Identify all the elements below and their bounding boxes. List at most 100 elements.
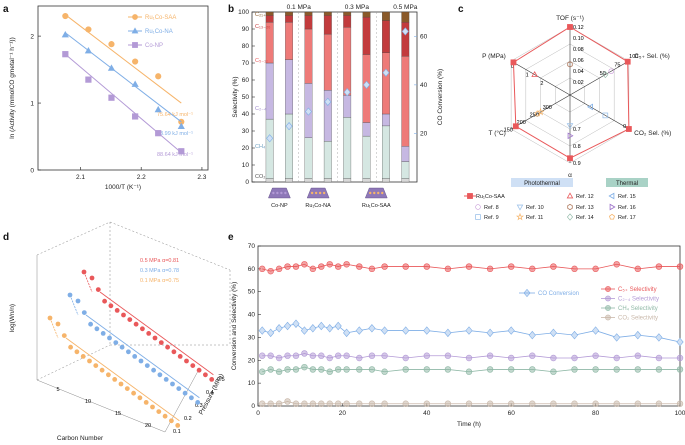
- asf-point: [137, 395, 143, 401]
- catalyst-atom: [272, 191, 275, 195]
- radar-axis-label: CO₂ Sel. (%): [634, 130, 671, 137]
- series-point: [318, 263, 325, 270]
- y-tick-label: 10: [242, 162, 250, 169]
- y-tick-label: 40: [248, 312, 256, 319]
- catalyst-atom: [322, 191, 326, 195]
- series-point: [402, 354, 409, 362]
- series-point: [292, 319, 300, 328]
- series-point: [284, 366, 291, 373]
- series-line: [262, 263, 680, 272]
- series-point: [508, 400, 515, 407]
- stacked-bar-segment: [304, 178, 313, 183]
- radar-axis: [510, 60, 571, 96]
- radar-tick-label: 250: [530, 112, 539, 118]
- series-point: [318, 352, 325, 359]
- legend-marker: [608, 192, 615, 200]
- radar-axis-label: T (°C): [489, 129, 506, 137]
- series-point: [550, 400, 557, 407]
- data-point: [178, 148, 185, 155]
- series-point: [655, 366, 663, 373]
- z-tick-label: 0.3: [195, 403, 203, 409]
- legend-label: Co-NP: [145, 43, 163, 49]
- radar-point: [567, 132, 574, 140]
- stacked-bar-segment: [343, 95, 352, 118]
- legend-label: Ref. 13: [576, 205, 594, 211]
- radar-tick-label: 0.12: [573, 25, 584, 31]
- series-point: [676, 366, 684, 373]
- series-point: [334, 352, 342, 359]
- box-edge: [36, 344, 111, 381]
- series-point: [634, 330, 642, 340]
- series-point: [326, 261, 333, 268]
- asf-point: [114, 308, 120, 313]
- panel-label-c: c: [458, 4, 464, 15]
- bracket-label: 0.1 MPa: [287, 4, 312, 11]
- radar-tick-label: 2: [540, 81, 543, 87]
- stacked-bar-segment: [323, 11, 332, 16]
- series-point: [486, 352, 494, 359]
- series-line: [262, 323, 681, 343]
- asf-point: [88, 321, 93, 327]
- series-point: [368, 352, 376, 359]
- panel-c-radar: TOF (s⁻¹) C₅₊ Sel. (%) CO₂ Sel. (%) α T (°C)…: [464, 15, 671, 221]
- legend-marker: [566, 213, 574, 221]
- asf-point: [150, 404, 155, 410]
- radar-point: [567, 61, 573, 68]
- y-tick-label: 40: [242, 111, 250, 118]
- legend-marker: [131, 27, 139, 34]
- y-tick-label: 30: [248, 334, 256, 341]
- stacked-bar-segment: [323, 178, 332, 183]
- y-tick-label: 2: [30, 34, 34, 41]
- series-point: [259, 265, 266, 273]
- data-point: [62, 51, 69, 58]
- stacked-bar-segment: [285, 59, 293, 115]
- x-tick-label: 60: [508, 410, 516, 417]
- asf-point: [177, 354, 183, 359]
- stack-label: CH₄: [255, 144, 266, 150]
- radar-axis-label: C₅₊ Sel. (%): [634, 53, 670, 60]
- stacked-bar-segment: [382, 113, 390, 127]
- asf-point: [209, 377, 215, 382]
- series-point: [334, 366, 342, 373]
- series-point: [423, 400, 430, 407]
- conversion-point: [363, 80, 371, 89]
- series-point: [508, 354, 515, 362]
- asf-point: [125, 349, 131, 355]
- series-point: [300, 326, 309, 335]
- asf-point: [184, 358, 189, 364]
- asf-point: [169, 418, 174, 424]
- y-tick-label: 100: [238, 9, 249, 16]
- stacked-bar-segment: [343, 178, 352, 183]
- legend-label: Ref. 12: [576, 194, 594, 200]
- y-axis-label: Selectivity (%): [232, 76, 239, 117]
- series-point: [634, 366, 641, 373]
- box-edge: [36, 221, 111, 256]
- fit-line: [65, 32, 182, 123]
- panel-a-arrhenius: 2.1 2.2 2.3 0 1 2 1000/T (K⁻¹) ln (Activity (mm…: [9, 5, 209, 191]
- catalyst-atom: [381, 191, 384, 195]
- stacked-bar-segment: [401, 22, 410, 57]
- data-point: [177, 122, 185, 130]
- series-point: [655, 333, 663, 342]
- y-axis-label: log(Wn/n): [9, 304, 16, 332]
- series-point: [267, 328, 275, 338]
- series-point: [592, 352, 599, 359]
- panel-e-stability: 0 20 40 60 80 100 0 10 20 30 40 50 60 70 Time (h) Conve…: [231, 243, 685, 428]
- asf-point: [81, 310, 87, 315]
- panel-label-b: b: [228, 4, 234, 15]
- x-tick-label: 15: [115, 411, 121, 417]
- z-tick-label: 0.2: [184, 416, 192, 422]
- legend-marker: [475, 204, 481, 210]
- data-point: [85, 26, 92, 33]
- series-point: [676, 263, 684, 270]
- series-point: [486, 366, 494, 373]
- asf-point: [151, 367, 157, 373]
- series-point: [486, 328, 494, 338]
- series-point: [301, 363, 308, 371]
- asf-point: [95, 287, 101, 292]
- asf-point: [100, 331, 106, 336]
- y-tick-label: 30: [242, 128, 250, 135]
- series-point: [423, 366, 430, 373]
- series-point: [284, 263, 291, 270]
